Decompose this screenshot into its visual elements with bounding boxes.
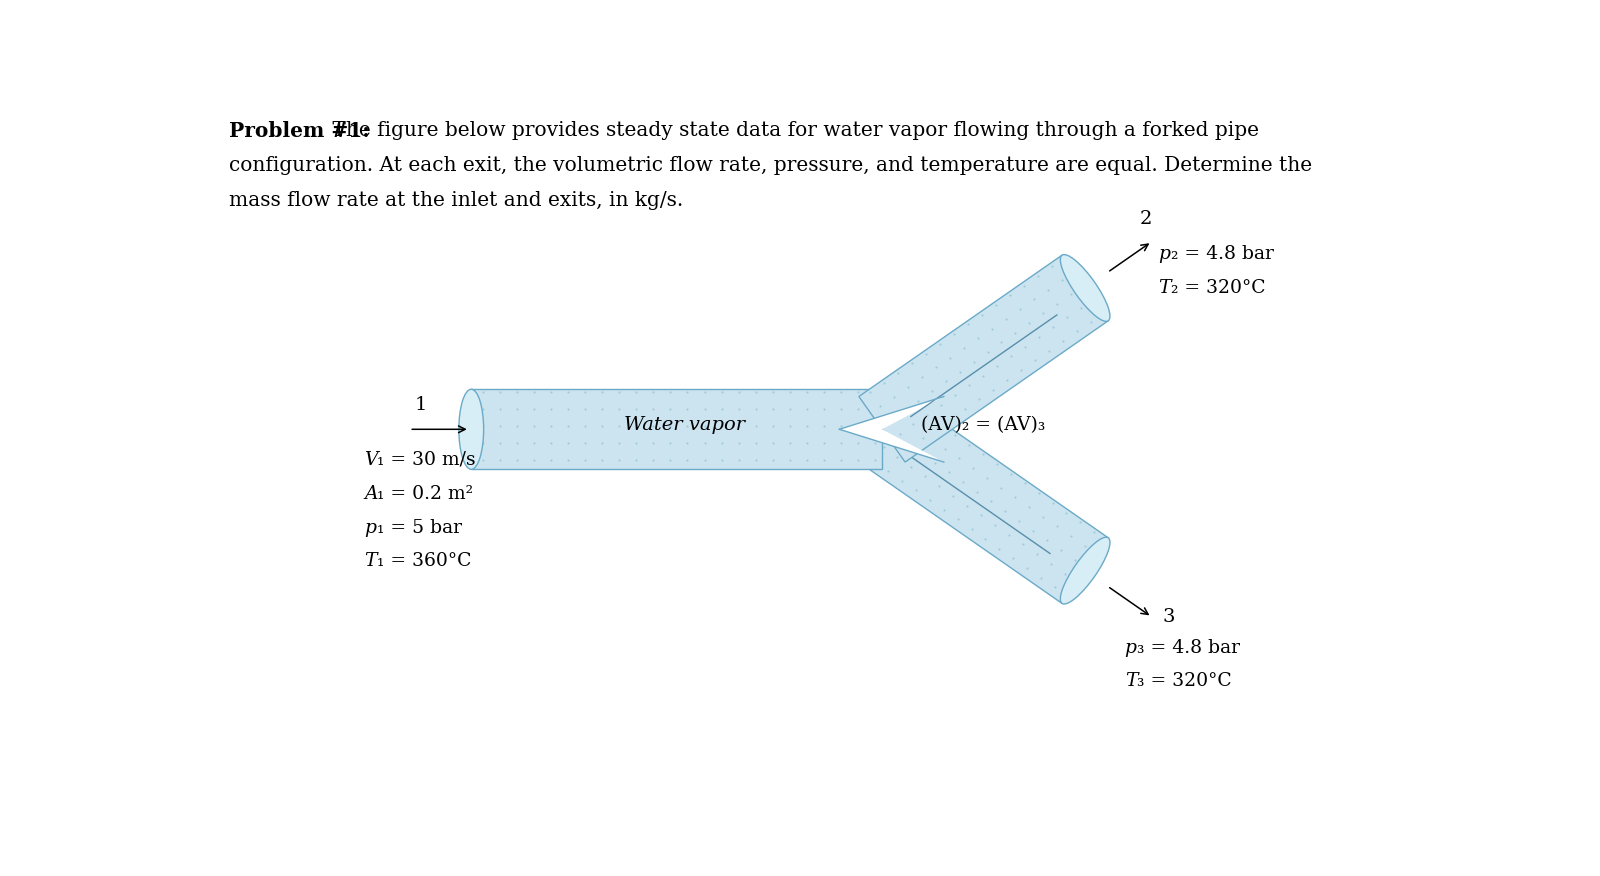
- Text: 2: 2: [1139, 209, 1152, 228]
- Text: ₁ = 0.2 m²: ₁ = 0.2 m²: [378, 484, 474, 503]
- Polygon shape: [840, 397, 944, 462]
- Text: mass flow rate at the inlet and exits, in kg/s.: mass flow rate at the inlet and exits, i…: [229, 191, 683, 209]
- Text: ₁ = 360°C: ₁ = 360°C: [378, 553, 472, 570]
- Polygon shape: [472, 389, 882, 470]
- Text: A: A: [365, 484, 378, 503]
- Ellipse shape: [459, 389, 483, 470]
- Ellipse shape: [1061, 537, 1110, 604]
- Text: p: p: [1158, 244, 1170, 263]
- Text: T: T: [1158, 279, 1171, 297]
- Text: p: p: [1125, 639, 1136, 656]
- Text: configuration. At each exit, the volumetric flow rate, pressure, and temperature: configuration. At each exit, the volumet…: [229, 156, 1312, 175]
- Text: p: p: [365, 519, 376, 537]
- Ellipse shape: [1061, 255, 1110, 321]
- Text: ₃ = 4.8 bar: ₃ = 4.8 bar: [1138, 639, 1240, 656]
- Text: ₁ = 30 m/s: ₁ = 30 m/s: [378, 451, 475, 469]
- Text: Problem #1:: Problem #1:: [229, 121, 370, 141]
- Text: V: V: [365, 451, 378, 469]
- Text: ₂ = 4.8 bar: ₂ = 4.8 bar: [1171, 244, 1274, 263]
- Polygon shape: [859, 255, 1109, 462]
- Text: (AV)₂ = (AV)₃: (AV)₂ = (AV)₃: [920, 416, 1045, 434]
- Text: 3: 3: [1163, 608, 1174, 625]
- Text: Water vapor: Water vapor: [624, 416, 746, 434]
- Text: T: T: [1125, 673, 1138, 690]
- Text: ₂ = 320°C: ₂ = 320°C: [1171, 279, 1266, 297]
- Text: ₁ = 5 bar: ₁ = 5 bar: [378, 519, 462, 537]
- Text: The figure below provides steady state data for water vapor flowing through a fo: The figure below provides steady state d…: [325, 121, 1259, 140]
- Text: 1: 1: [414, 396, 427, 413]
- Polygon shape: [859, 397, 1109, 604]
- Text: ₃ = 320°C: ₃ = 320°C: [1138, 673, 1232, 690]
- Text: T: T: [365, 553, 378, 570]
